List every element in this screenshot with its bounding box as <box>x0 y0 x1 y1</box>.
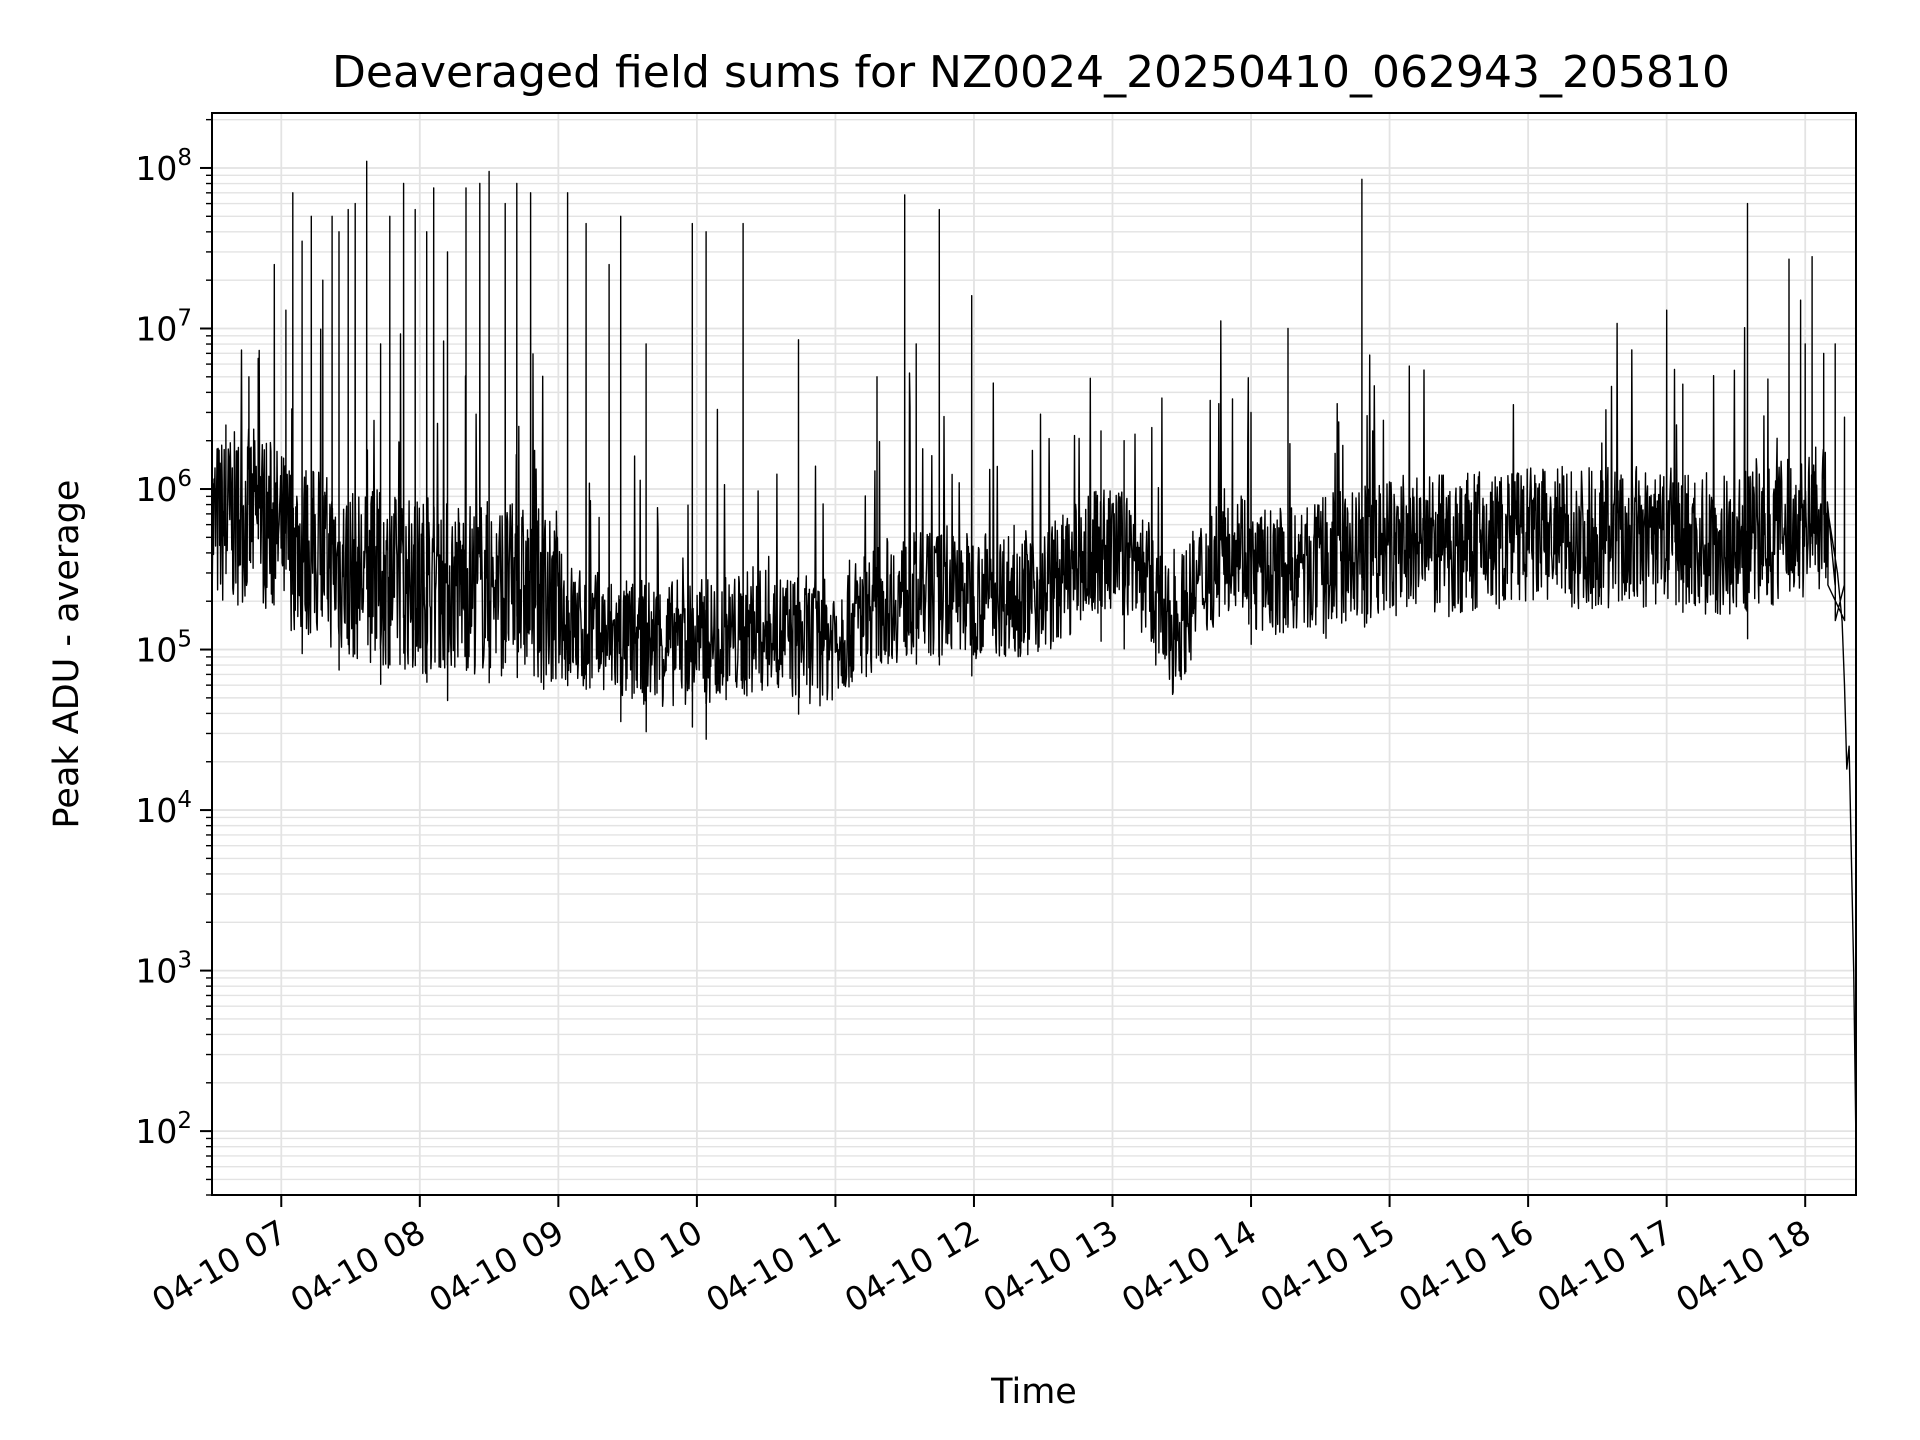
y-tick-label: 105 <box>135 627 192 670</box>
y-tick-label: 103 <box>135 948 192 991</box>
grid <box>212 113 1856 1196</box>
chart-title: Deaveraged field sums for NZ0024_2025041… <box>332 47 1730 98</box>
plot-area <box>212 160 1856 1147</box>
plot-frame <box>211 112 1857 1196</box>
y-tick-label: 108 <box>135 145 192 188</box>
series-line <box>212 160 1856 1147</box>
y-axis-label: Peak ADU - average <box>47 480 87 829</box>
y-tick-label: 107 <box>135 305 192 348</box>
y-tick-label: 106 <box>135 466 192 509</box>
y-tick-label: 102 <box>135 1108 192 1151</box>
x-axis-label: Time <box>990 1372 1077 1412</box>
y-tick-label: 104 <box>135 787 192 830</box>
y-axis: 102 103 104 105 106 107 108 <box>135 118 212 1196</box>
